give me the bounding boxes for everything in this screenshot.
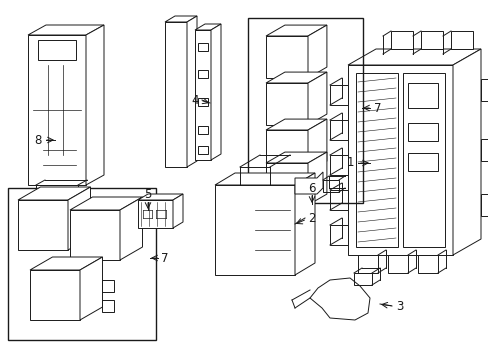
Text: 2: 2 [307, 211, 315, 225]
Polygon shape [480, 139, 488, 161]
Text: 1: 1 [346, 157, 353, 170]
Polygon shape [357, 255, 377, 273]
Polygon shape [307, 119, 326, 172]
Polygon shape [387, 255, 407, 273]
Polygon shape [329, 155, 347, 175]
Text: 8: 8 [34, 134, 41, 147]
Circle shape [323, 287, 340, 305]
Circle shape [169, 145, 183, 159]
Polygon shape [265, 130, 307, 172]
Polygon shape [173, 194, 183, 228]
Circle shape [169, 30, 183, 44]
Polygon shape [307, 72, 326, 125]
Polygon shape [28, 35, 86, 185]
Polygon shape [70, 210, 120, 260]
Polygon shape [265, 163, 307, 205]
Polygon shape [417, 255, 437, 273]
Bar [198, 126, 207, 134]
Bar [355, 73, 397, 247]
Polygon shape [265, 25, 326, 36]
Circle shape [169, 120, 183, 134]
Polygon shape [120, 197, 142, 260]
Bar [247, 18, 362, 203]
Text: 7: 7 [373, 102, 381, 114]
Polygon shape [70, 197, 142, 210]
Polygon shape [480, 79, 488, 101]
Bar [353, 273, 371, 285]
Polygon shape [18, 200, 68, 250]
Polygon shape [138, 200, 173, 228]
Bar [36, 185, 78, 200]
Bar [323, 180, 338, 192]
Polygon shape [215, 185, 294, 275]
Polygon shape [265, 83, 307, 125]
Polygon shape [294, 173, 314, 275]
Bar [407, 83, 437, 108]
Polygon shape [265, 72, 326, 83]
Polygon shape [30, 257, 102, 270]
Polygon shape [195, 30, 210, 160]
Polygon shape [420, 31, 442, 49]
Polygon shape [210, 24, 221, 160]
Polygon shape [215, 173, 314, 185]
Bar [402, 73, 444, 247]
Polygon shape [265, 152, 326, 163]
Bar [407, 153, 437, 171]
Polygon shape [164, 22, 186, 167]
Polygon shape [480, 194, 488, 216]
Polygon shape [307, 152, 326, 205]
Circle shape [169, 90, 183, 104]
Bar [102, 280, 114, 292]
Polygon shape [80, 257, 102, 320]
Polygon shape [329, 120, 347, 140]
Bar [198, 98, 207, 106]
Polygon shape [265, 36, 307, 78]
Text: 4: 4 [191, 94, 198, 107]
Polygon shape [138, 194, 183, 200]
Polygon shape [186, 16, 197, 167]
Text: 3: 3 [395, 300, 403, 312]
Circle shape [169, 60, 183, 74]
Text: 6: 6 [307, 181, 315, 194]
Bar [38, 40, 76, 60]
Polygon shape [28, 25, 104, 35]
Polygon shape [18, 187, 90, 200]
Polygon shape [329, 225, 347, 245]
Polygon shape [390, 31, 412, 49]
Polygon shape [68, 187, 90, 250]
Polygon shape [329, 85, 347, 105]
Polygon shape [265, 119, 326, 130]
Polygon shape [452, 49, 480, 255]
Circle shape [226, 224, 239, 236]
Polygon shape [195, 24, 221, 30]
Polygon shape [347, 65, 452, 255]
Bar [198, 70, 207, 78]
Bar [8, 188, 156, 340]
Polygon shape [164, 16, 197, 22]
Bar [198, 43, 207, 51]
Bar [407, 123, 437, 141]
Polygon shape [347, 49, 480, 65]
Polygon shape [30, 270, 80, 320]
Bar [198, 146, 207, 154]
Text: 5: 5 [144, 189, 151, 202]
Text: 7: 7 [161, 252, 168, 265]
Polygon shape [450, 31, 472, 49]
Polygon shape [329, 190, 347, 210]
Polygon shape [86, 25, 104, 185]
Circle shape [219, 216, 246, 244]
Polygon shape [309, 278, 369, 320]
Bar [102, 300, 114, 312]
Polygon shape [294, 172, 323, 194]
Polygon shape [307, 25, 326, 78]
